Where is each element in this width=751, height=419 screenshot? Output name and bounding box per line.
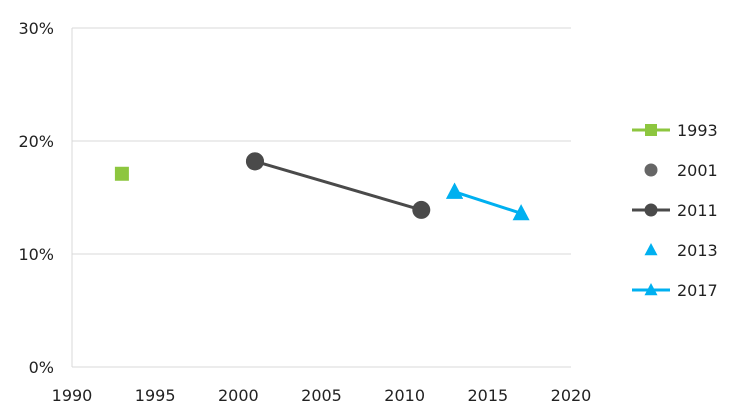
legend-marker — [644, 163, 658, 177]
legend-item-2017: 2017 — [632, 281, 718, 300]
legend-marker — [645, 124, 657, 136]
legend: 1993 2001 2011 2013 2017 — [632, 121, 718, 300]
axes — [71, 28, 571, 368]
legend-marker — [644, 282, 658, 296]
legend-label: 1993 — [677, 121, 718, 140]
legend-item-2013: 2013 — [644, 241, 718, 260]
gridlines — [72, 27, 571, 255]
series-line — [454, 190, 522, 215]
data-point — [446, 182, 464, 199]
data-point — [114, 166, 129, 181]
legend-marker — [644, 242, 658, 256]
data-point — [412, 200, 431, 219]
legend-marker — [644, 203, 658, 217]
x-axis-ticks: 1990 1995 2000 2005 2010 2015 2020 — [52, 386, 592, 405]
x-tick-label: 1990 — [52, 386, 93, 405]
legend-label: 2001 — [677, 161, 718, 180]
y-tick-label: 10% — [18, 245, 54, 264]
series-2011 — [245, 152, 431, 219]
data-point — [245, 152, 264, 171]
series-line — [254, 159, 422, 212]
legend-label: 2013 — [677, 241, 718, 260]
x-tick-label: 2005 — [301, 386, 342, 405]
y-tick-label: 0% — [29, 358, 54, 377]
legend-item-2011: 2011 — [632, 201, 718, 220]
series-layer — [114, 152, 530, 221]
data-point — [512, 204, 530, 221]
legend-item-1993: 1993 — [632, 121, 718, 140]
y-axis-ticks: 0% 10% 20% 30% — [18, 19, 54, 377]
x-tick-label: 2020 — [551, 386, 592, 405]
x-tick-label: 2000 — [218, 386, 259, 405]
y-tick-label: 30% — [18, 19, 54, 38]
legend-label: 2017 — [677, 281, 718, 300]
x-tick-label: 2015 — [467, 386, 508, 405]
x-tick-label: 1995 — [135, 386, 176, 405]
legend-label: 2011 — [677, 201, 718, 220]
series-1993 — [114, 166, 129, 181]
x-tick-label: 2010 — [384, 386, 425, 405]
legend-item-2001: 2001 — [644, 161, 718, 180]
series-2017 — [446, 182, 530, 221]
y-tick-label: 20% — [18, 132, 54, 151]
